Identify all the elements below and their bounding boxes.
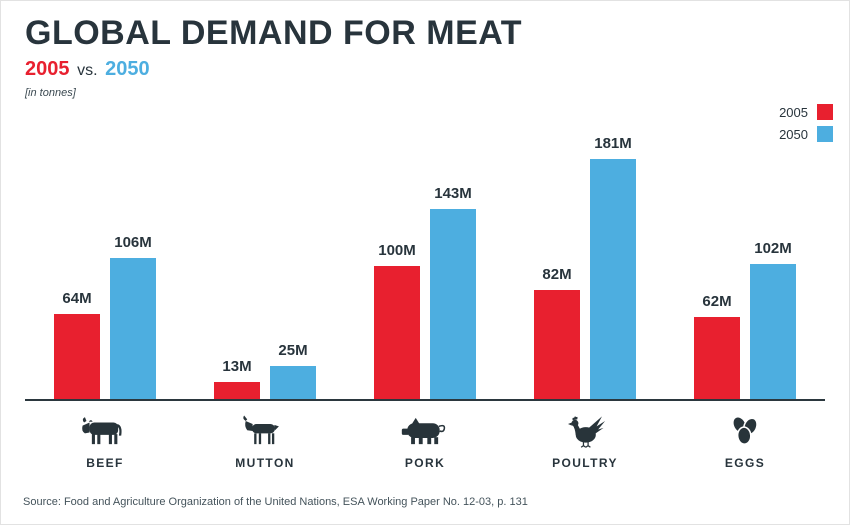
- category-eggs: EGGS: [665, 414, 825, 470]
- bar-value-label: 25M: [278, 342, 308, 360]
- bar-value-label: 13M: [222, 358, 252, 376]
- bar-value-label: 143M: [434, 185, 472, 203]
- bar-col: 100M: [374, 242, 420, 400]
- bar-group-beef: 64M 106M: [25, 234, 185, 400]
- unit-note: [in tonnes]: [25, 87, 76, 100]
- subtitle-year-2005: 2005: [25, 58, 70, 81]
- bar-2050-poultry: [590, 159, 636, 400]
- footer: Source: Food and Agriculture Organizatio…: [23, 496, 528, 508]
- bar-col: 106M: [110, 234, 156, 400]
- legend-swatch-2050-icon: [817, 126, 833, 142]
- bar-chart: 64M 106M 13M 25M 100M 143M 82M 181M 62M 102M BEEF…: [1, 99, 849, 470]
- legend-label-2050: 2050: [779, 126, 808, 142]
- bar-value-label: 106M: [114, 234, 152, 252]
- bar-2005-eggs: [694, 317, 740, 400]
- legend-item-2005: 2005: [779, 104, 833, 120]
- subtitle-vs: vs.: [77, 62, 98, 80]
- category-mutton: MUTTON: [185, 414, 345, 470]
- bar-2050-beef: [110, 258, 156, 400]
- bar-2005-pork: [374, 266, 420, 400]
- bar-value-label: 102M: [754, 240, 792, 258]
- legend-label-2005: 2005: [779, 104, 808, 120]
- category-poultry: POULTRY: [505, 414, 665, 470]
- bar-group-poultry: 82M 181M: [505, 135, 665, 400]
- cow-icon: [77, 414, 133, 448]
- page-title: GLOBAL DEMAND FOR MEAT: [25, 14, 523, 52]
- category-label: MUTTON: [235, 456, 295, 471]
- bar-group-mutton: 13M 25M: [185, 342, 345, 400]
- legend-swatch-2005-icon: [817, 104, 833, 120]
- bar-col: 102M: [750, 240, 796, 400]
- bar-col: 64M: [54, 290, 100, 400]
- bar-col: 13M: [214, 358, 260, 400]
- bar-col: 25M: [270, 342, 316, 400]
- bar-col: 82M: [534, 266, 580, 400]
- chicken-icon: [557, 414, 613, 448]
- eggs-icon: [717, 414, 773, 448]
- bar-col: 62M: [694, 293, 740, 400]
- x-axis-line: [25, 399, 825, 402]
- bar-2050-mutton: [270, 366, 316, 400]
- bar-group-pork: 100M 143M: [345, 185, 505, 400]
- bar-2005-beef: [54, 314, 100, 400]
- bar-value-label: 100M: [378, 242, 416, 260]
- category-beef: BEEF: [25, 414, 185, 470]
- category-label: POULTRY: [552, 456, 618, 471]
- bar-groups: 64M 106M 13M 25M 100M 143M 82M 181M 62M 102M: [25, 99, 825, 400]
- subtitle-year-2050: 2050: [105, 58, 150, 81]
- sheep-icon: [237, 414, 293, 448]
- pig-icon: [397, 414, 453, 448]
- legend-item-2050: 2050: [779, 126, 833, 142]
- category-label: BEEF: [86, 456, 124, 471]
- category-row: BEEF MUTTON PORK POULTRY EGGS: [25, 401, 825, 470]
- category-label: PORK: [404, 456, 446, 471]
- bar-col: 181M: [590, 135, 636, 400]
- bar-2050-eggs: [750, 264, 796, 400]
- source-note: Source: Food and Agriculture Organizatio…: [23, 496, 528, 508]
- bar-value-label: 82M: [542, 266, 572, 284]
- subtitle: 2005 vs. 2050: [25, 57, 825, 81]
- bar-value-label: 64M: [62, 290, 92, 308]
- bar-2005-poultry: [534, 290, 580, 400]
- header: GLOBAL DEMAND FOR MEAT 2005 vs. 2050 [in…: [1, 1, 849, 99]
- category-label: EGGS: [724, 456, 766, 471]
- bar-group-eggs: 62M 102M: [665, 240, 825, 400]
- category-pork: PORK: [345, 414, 505, 470]
- legend: 2005 2050: [779, 104, 833, 148]
- bar-2005-mutton: [214, 382, 260, 400]
- bar-col: 143M: [430, 185, 476, 400]
- bar-value-label: 62M: [702, 293, 732, 311]
- bar-2050-pork: [430, 209, 476, 400]
- bar-value-label: 181M: [594, 135, 632, 153]
